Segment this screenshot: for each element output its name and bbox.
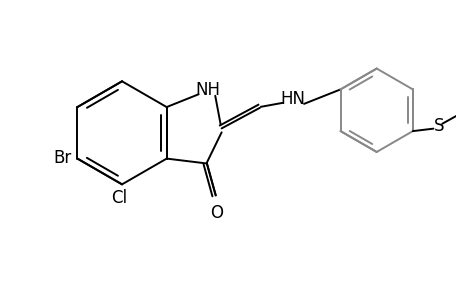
Text: S: S xyxy=(433,117,443,135)
Text: Br: Br xyxy=(53,148,71,166)
Text: Cl: Cl xyxy=(111,189,127,207)
Text: HN: HN xyxy=(280,91,305,109)
Text: NH: NH xyxy=(195,81,219,99)
Text: O: O xyxy=(210,204,223,222)
